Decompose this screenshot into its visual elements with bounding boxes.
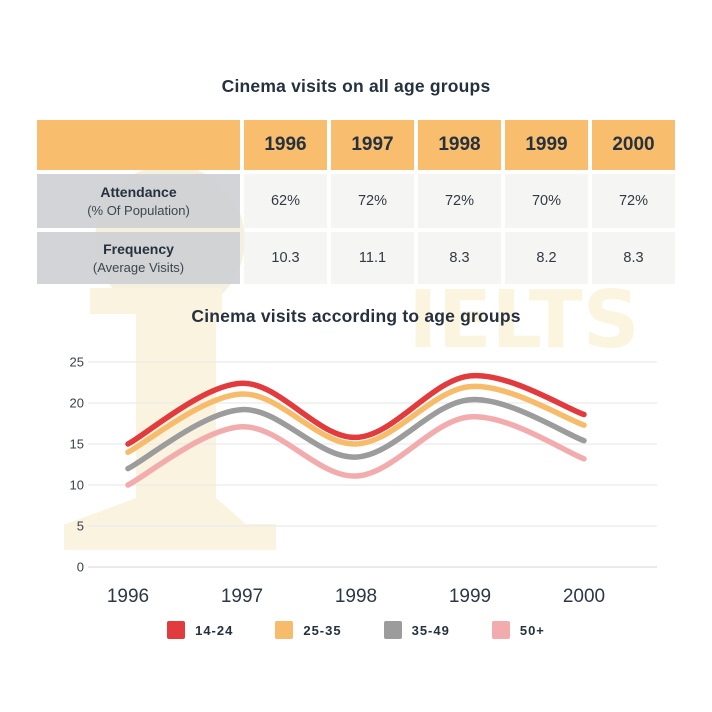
legend-item-25-35: 25-35	[275, 621, 341, 639]
y-tick-label: 5	[77, 519, 84, 534]
legend-item-14-24: 14-24	[167, 621, 233, 639]
table-cell: 72%	[592, 174, 675, 228]
line-chart-svg: 0 5 10 15 20 25 1996 1997 1998 1999 2000	[70, 355, 657, 607]
x-tick-label: 1996	[107, 586, 149, 607]
series-line-25-35	[125, 383, 587, 455]
table-cell: 11.1	[331, 232, 414, 284]
table-cell: 70%	[505, 174, 588, 228]
y-tick-label: 10	[70, 478, 84, 493]
legend-swatch	[275, 621, 294, 639]
legend-item-35-49: 35-49	[383, 621, 450, 639]
year-header: 1999	[505, 120, 588, 170]
legend-label: 14-24	[195, 622, 234, 638]
x-tick-label: 2000	[563, 586, 605, 607]
series-line-14-24	[125, 372, 587, 447]
x-tick-label: 1997	[221, 586, 263, 607]
chart-legend: 14-24 25-35 35-49 50+	[0, 621, 712, 639]
watermark-pillar-icon	[64, 288, 276, 550]
y-tick-label: 20	[70, 396, 84, 411]
legend-label: 35-49	[411, 622, 450, 638]
legend-swatch	[491, 621, 510, 639]
table-cell: 8.3	[418, 232, 501, 284]
legend-label: 25-35	[303, 622, 342, 638]
table-corner-cell	[37, 120, 240, 170]
table-cell: 8.2	[505, 232, 588, 284]
row-label-frequency: Frequency (Average Visits)	[37, 232, 240, 284]
row-label: Attendance	[100, 183, 177, 200]
y-tick-label: 25	[70, 355, 84, 370]
watermark-text: IELTS	[408, 274, 639, 366]
legend-swatch	[383, 621, 402, 639]
line-chart: 0 5 10 15 20 25 1996 1997 1998 1999 2000	[0, 330, 712, 620]
table-title: Cinema visits on all age groups	[221, 76, 491, 96]
row-label: Frequency	[103, 240, 174, 257]
year-header: 1998	[418, 120, 501, 170]
attendance-table: 1996 1997 1998 1999 2000 Attendance (% O…	[37, 120, 675, 284]
table-cell: 62%	[244, 174, 327, 228]
series-line-35-49	[125, 396, 587, 472]
chart-title: Cinema visits according to age groups	[191, 306, 521, 326]
row-sublabel: (Average Visits)	[92, 259, 185, 275]
y-tick-label: 15	[70, 437, 84, 452]
table-cell: 10.3	[244, 232, 327, 284]
year-header: 2000	[592, 120, 675, 170]
series-line-50+	[125, 414, 587, 488]
row-label-attendance: Attendance (% Of Population)	[37, 174, 240, 228]
x-tick-label: 1999	[449, 586, 491, 607]
table-cell: 8.3	[592, 232, 675, 284]
x-tick-label: 1998	[335, 586, 377, 607]
table-cell: 72%	[418, 174, 501, 228]
y-tick-label: 0	[77, 560, 84, 575]
legend-label: 50+	[519, 622, 545, 638]
year-header: 1997	[331, 120, 414, 170]
legend-swatch	[167, 621, 186, 639]
row-sublabel: (% Of Population)	[87, 202, 190, 218]
legend-item-50+: 50+	[491, 621, 545, 639]
year-header: 1996	[244, 120, 327, 170]
table-cell: 72%	[331, 174, 414, 228]
